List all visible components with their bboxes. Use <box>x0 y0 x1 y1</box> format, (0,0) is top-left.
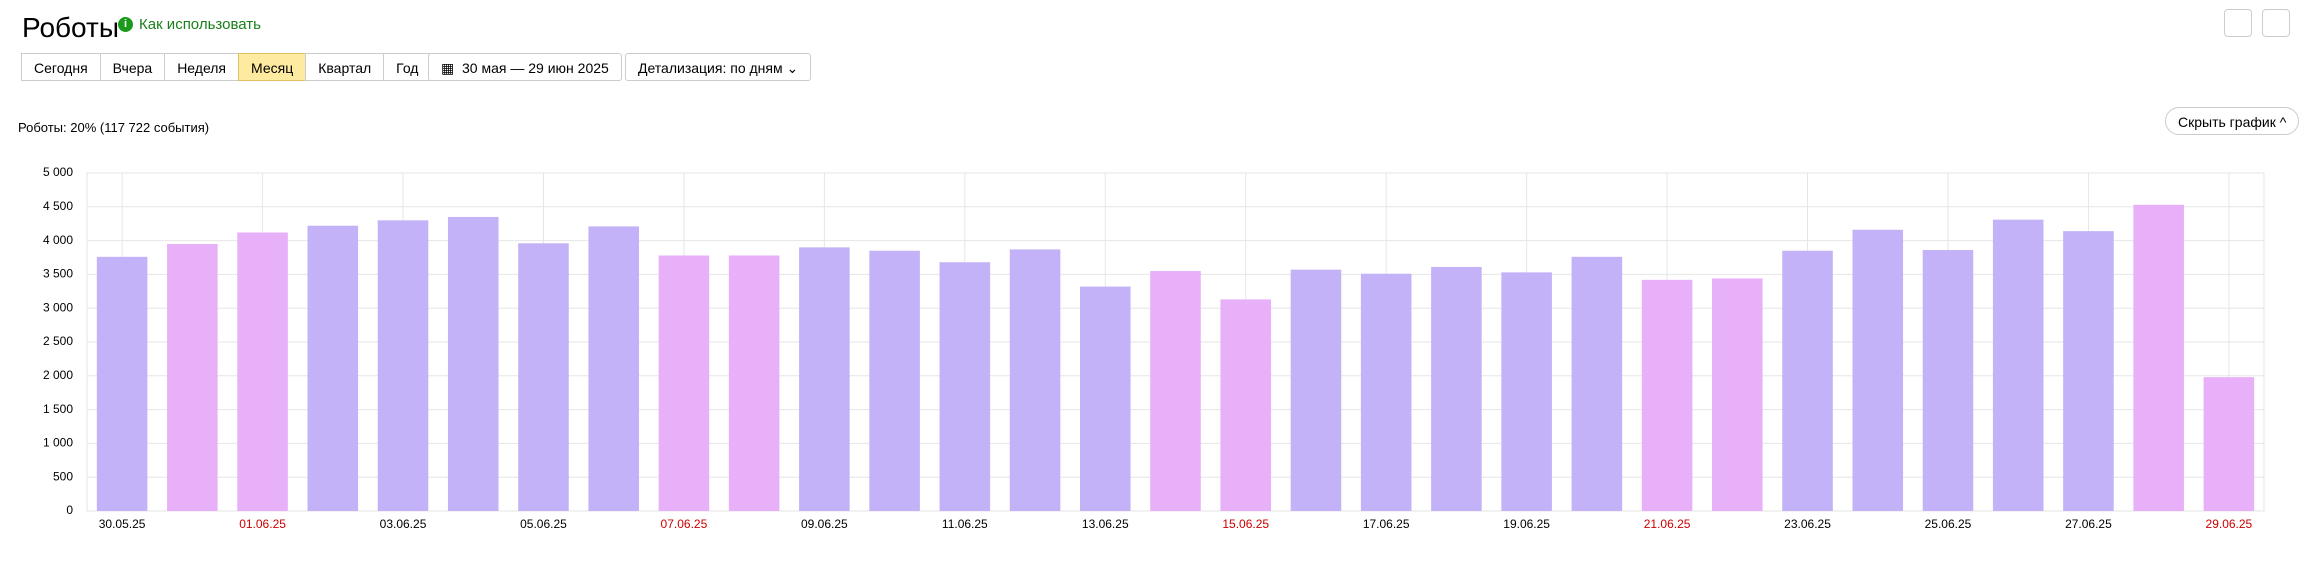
bar <box>377 220 429 511</box>
y-tick-label: 3 000 <box>43 300 73 314</box>
bar <box>799 247 850 512</box>
bar <box>658 255 710 511</box>
x-tick-label: 30.05.25 <box>99 517 146 531</box>
detail-text: Детализация: по дням <box>638 60 783 76</box>
x-tick-label: 11.06.25 <box>942 517 988 531</box>
bar <box>1220 299 1272 511</box>
settings-button[interactable] <box>2262 9 2290 37</box>
period-button[interactable]: Неделя <box>164 53 240 81</box>
bar <box>1501 272 1552 511</box>
bar <box>1712 278 1763 511</box>
bar <box>447 216 499 511</box>
bar <box>1571 256 1623 511</box>
x-tick-label: 05.06.25 <box>520 517 567 531</box>
help-text: Как использовать <box>139 16 261 33</box>
bar <box>1992 219 2044 512</box>
y-tick-label: 1 500 <box>43 402 73 416</box>
summary: Роботы: 20% (117 722 события) <box>18 120 210 135</box>
bar <box>2133 204 2184 511</box>
x-tick-label: 29.06.25 <box>2206 517 2253 531</box>
bar <box>1150 271 1201 511</box>
bar <box>588 226 639 512</box>
bar <box>1431 266 1482 511</box>
date-range[interactable]: ▦ 30 мая — 29 июн 2025 <box>428 53 622 81</box>
x-tick-label: 15.06.25 <box>1222 517 1269 531</box>
x-tick-label: 03.06.25 <box>380 517 427 531</box>
bar <box>1922 250 1974 511</box>
y-tick-label: 4 500 <box>43 199 73 213</box>
hide-chart-text: Скрыть график <box>2178 114 2276 130</box>
help-link[interactable]: i Как использовать <box>118 16 261 33</box>
y-tick-label: 5 000 <box>43 165 73 179</box>
period-button[interactable]: Квартал <box>305 53 385 81</box>
bar <box>1360 273 1412 511</box>
period-buttons: Сегодня Вчера Неделя Месяц Квартал Год <box>21 53 432 81</box>
bar <box>237 232 288 511</box>
bar <box>1079 286 1131 511</box>
bar <box>307 225 359 511</box>
x-tick-label: 25.06.25 <box>1925 517 1972 531</box>
y-tick-label: 500 <box>53 469 73 483</box>
bar <box>1782 250 1833 512</box>
x-tick-label: 13.06.25 <box>1082 517 1129 531</box>
y-tick-label: 2 000 <box>43 368 73 382</box>
y-tick-label: 4 000 <box>43 233 73 247</box>
bar <box>518 243 569 511</box>
x-tick-label: 27.06.25 <box>2065 517 2112 531</box>
period-button[interactable]: Год <box>383 53 432 81</box>
share-button[interactable] <box>2224 9 2252 37</box>
bar <box>1009 249 1061 511</box>
y-tick-label: 1 000 <box>43 436 73 450</box>
y-tick-label: 0 <box>66 503 73 517</box>
period-button[interactable]: Месяц <box>238 53 307 81</box>
x-tick-label: 01.06.25 <box>239 517 286 531</box>
y-tick-label: 3 500 <box>43 267 73 281</box>
y-tick-label: 2 500 <box>43 334 73 348</box>
bar <box>96 256 148 511</box>
period-button[interactable]: Вчера <box>99 53 166 81</box>
date-range-text: 30 мая — 29 июн 2025 <box>462 60 609 76</box>
x-tick-label: 23.06.25 <box>1784 517 1831 531</box>
bar <box>2203 377 2255 511</box>
x-tick-label: 19.06.25 <box>1503 517 1550 531</box>
bar <box>2063 231 2114 512</box>
bar <box>1852 229 1904 511</box>
page-title: Роботы <box>22 12 119 43</box>
x-tick-label: 17.06.25 <box>1363 517 1410 531</box>
bar <box>167 243 218 512</box>
bar <box>1290 269 1342 511</box>
bar <box>728 255 780 511</box>
bar <box>1641 279 1693 511</box>
bar <box>869 250 920 512</box>
detail-select[interactable]: Детализация: по дням ⌄ <box>625 53 812 81</box>
x-tick-label: 07.06.25 <box>661 517 708 531</box>
x-tick-label: 21.06.25 <box>1644 517 1691 531</box>
bar <box>939 262 991 511</box>
x-tick-label: 09.06.25 <box>801 517 848 531</box>
hide-chart-button[interactable]: Скрыть график ^ <box>2165 107 2300 135</box>
